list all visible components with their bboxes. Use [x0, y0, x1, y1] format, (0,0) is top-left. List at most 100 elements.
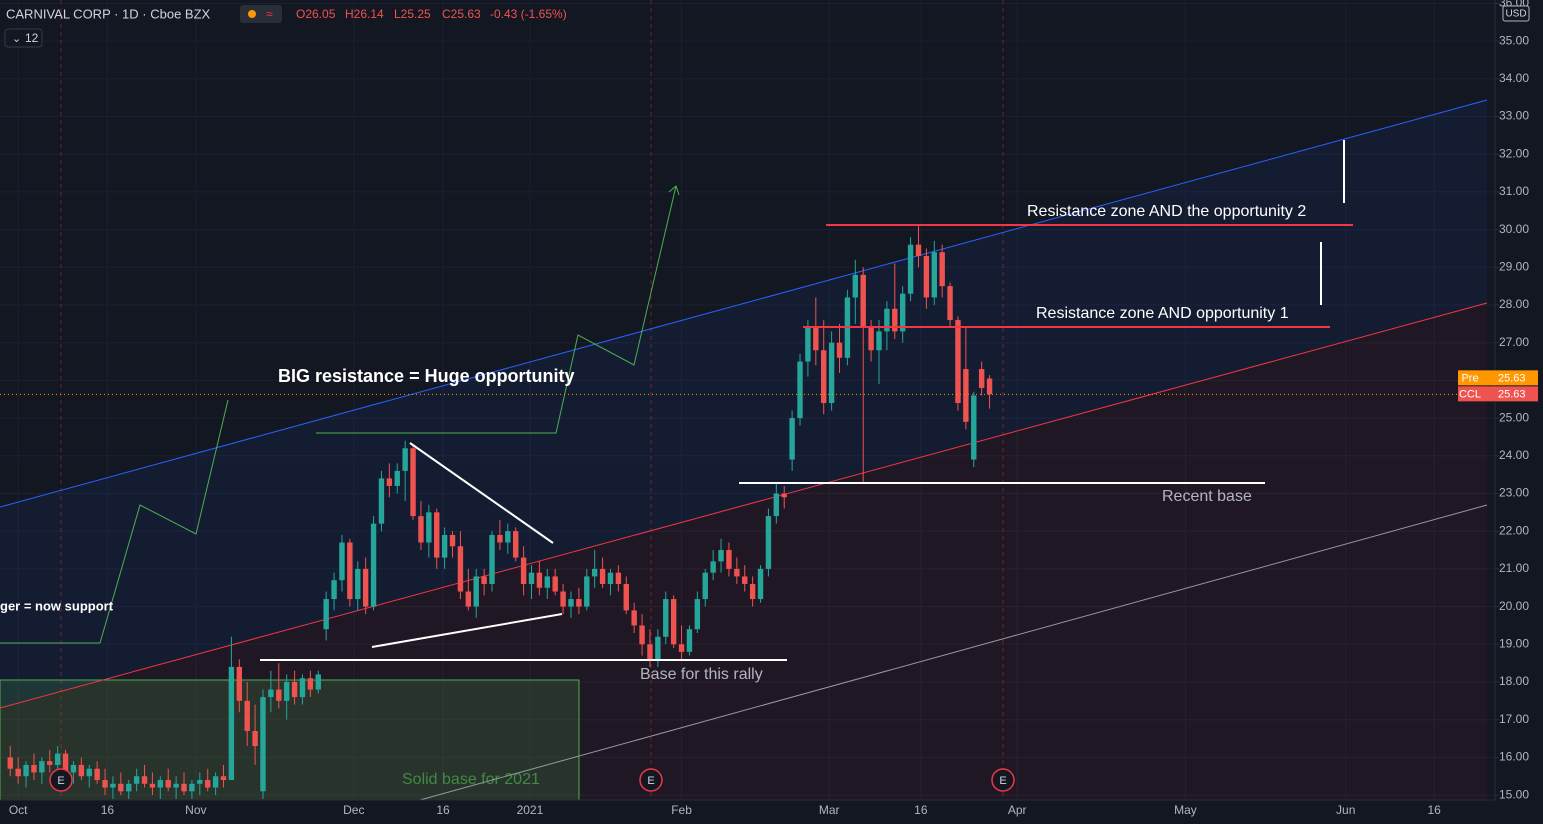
- interval-badge: 12: [25, 31, 39, 45]
- y-tick-label: 23.00: [1499, 486, 1529, 500]
- x-tick-label: Oct: [9, 803, 28, 817]
- annotation: Recent base: [1162, 488, 1252, 505]
- x-tick-label: Apr: [1008, 803, 1027, 817]
- candle-body: [434, 512, 440, 558]
- candle-body: [31, 764, 37, 773]
- y-tick-label: 24.00: [1499, 448, 1529, 462]
- candle-body: [828, 342, 835, 404]
- indicator-toggle[interactable]: [4, 28, 43, 48]
- y-tick-label: 36.00: [1499, 0, 1529, 10]
- candle-body: [647, 644, 653, 660]
- candle-body: [663, 599, 669, 637]
- candle-body: [39, 761, 45, 773]
- candle-body: [797, 361, 803, 419]
- candle-body: [544, 576, 550, 588]
- currency-box: [1502, 5, 1530, 22]
- candle-body: [410, 448, 416, 517]
- candle-body: [23, 764, 29, 777]
- candle-body: [939, 252, 945, 287]
- price-tag-value: 25.63: [1498, 372, 1526, 384]
- candle-body: [947, 286, 953, 321]
- candle-body: [884, 308, 890, 332]
- candle-body: [54, 753, 61, 765]
- candle-body: [402, 448, 408, 471]
- candle-body: [963, 369, 969, 422]
- channel-bottom: [419, 504, 1488, 801]
- candle-body: [378, 478, 385, 524]
- x-tick-label: 16: [101, 803, 115, 817]
- ohlc-high: H26.14: [345, 7, 384, 21]
- candle-body: [749, 583, 756, 600]
- candle-body: [789, 418, 795, 460]
- price-tag: [1458, 370, 1538, 386]
- x-tick-label: 16: [1428, 803, 1442, 817]
- candle-body: [868, 327, 874, 351]
- y-tick-label: 25.00: [1499, 410, 1529, 424]
- y-tick-label: 20.00: [1499, 599, 1529, 613]
- earnings-label: E: [57, 775, 64, 787]
- candle-body: [599, 568, 606, 584]
- candle-body: [197, 780, 203, 784]
- y-tick-label: 34.00: [1499, 71, 1529, 85]
- annotation: BIG resistance = Huge opportunity: [278, 366, 575, 386]
- candle-body: [552, 576, 558, 592]
- candle-body: [726, 550, 732, 569]
- candle-body: [505, 531, 511, 543]
- price-axis: [1495, 0, 1543, 824]
- ohlc-open: O26.05: [296, 7, 336, 21]
- candle-body: [86, 768, 92, 777]
- earnings-badge[interactable]: [49, 768, 73, 792]
- x-tick-label: May: [1174, 803, 1197, 817]
- candle-body: [923, 255, 930, 298]
- candle-body: [331, 580, 337, 600]
- x-tick-label: Dec: [343, 803, 364, 817]
- candle-body: [386, 478, 393, 486]
- x-tick-label: 2021: [517, 803, 544, 817]
- candle-body: [323, 599, 329, 630]
- x-tick-label: Nov: [185, 803, 206, 817]
- candle-body: [892, 308, 898, 332]
- candle-body: [339, 542, 345, 581]
- candle-body: [607, 572, 614, 584]
- x-tick-label: Feb: [671, 803, 692, 817]
- candle-body: [173, 783, 179, 788]
- toggle-arrow: ⌄: [12, 33, 21, 45]
- y-tick-label: 29.00: [1499, 259, 1529, 273]
- y-tick-label: 27.00: [1499, 335, 1529, 349]
- candle-body: [639, 625, 645, 645]
- candle-body: [513, 531, 519, 558]
- candle-body: [813, 327, 819, 351]
- candle-body: [228, 666, 235, 781]
- candle-body: [465, 591, 472, 607]
- candle-body: [307, 678, 314, 690]
- earnings-label: E: [999, 775, 1006, 787]
- candle-body: [497, 534, 503, 543]
- symbol: CARNIVAL CORP · 1D · Cboe BZX: [6, 6, 211, 21]
- candle-body: [441, 534, 448, 558]
- candle-body: [520, 557, 527, 584]
- candle-body: [670, 599, 677, 645]
- annotation: Solid base for 2021: [402, 771, 540, 788]
- x-tick-label: Jun: [1336, 803, 1355, 817]
- candle-body: [244, 700, 250, 732]
- earnings-badge[interactable]: [639, 768, 663, 792]
- y-tick-label: 31.00: [1499, 184, 1529, 198]
- candle-body: [710, 561, 716, 573]
- candle-body: [62, 753, 69, 773]
- candle-body: [315, 674, 321, 690]
- candle-body: [212, 776, 219, 788]
- trendline: [409, 442, 554, 544]
- candle-body: [568, 599, 574, 607]
- candle-body: [765, 516, 772, 569]
- candle-body: [260, 697, 266, 792]
- candle-body: [978, 369, 985, 388]
- projection: [0, 399, 229, 644]
- earnings-badge[interactable]: [991, 768, 1015, 792]
- candle-body: [805, 327, 811, 362]
- candle-body: [931, 252, 937, 298]
- session-icons: [240, 5, 282, 23]
- candle-body: [986, 378, 993, 395]
